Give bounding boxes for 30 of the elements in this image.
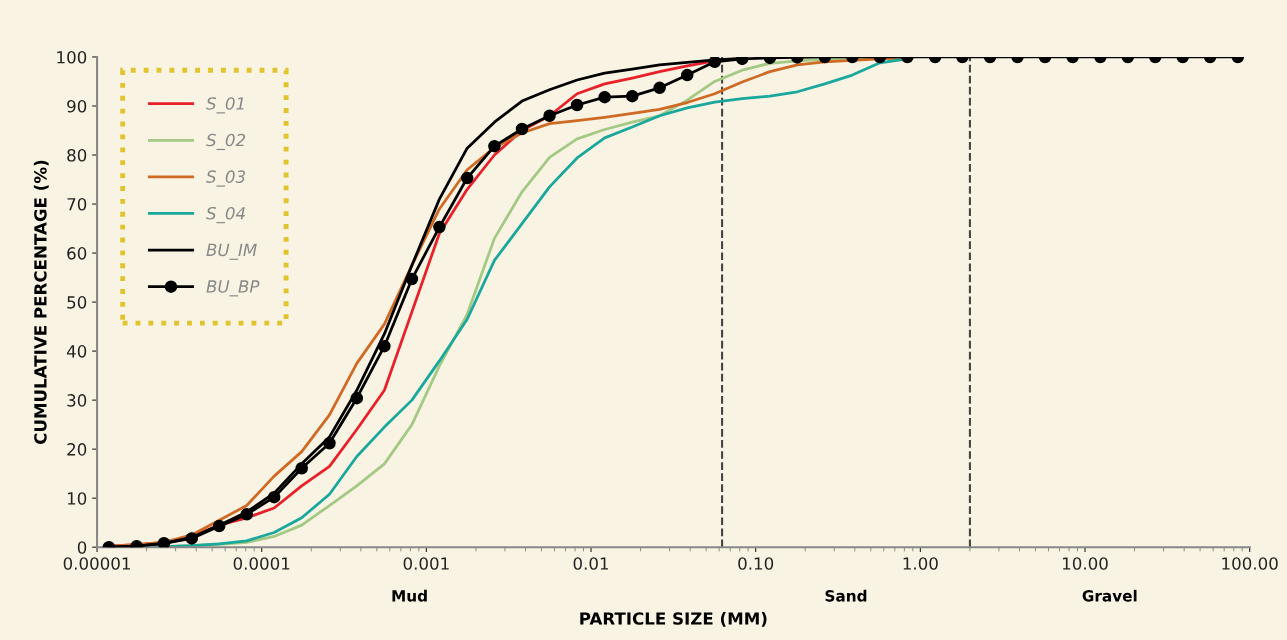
y-tick-label: 90 [67,99,87,113]
y-tick-label: 40 [66,345,87,358]
x-tick-label: 100.00 [1222,557,1278,570]
x-tick-label: 1.00 [903,557,938,570]
x-tick-label: 0.001 [403,557,449,570]
x-tick-label: 10.00 [1062,557,1108,570]
y-tick-label: 50 [67,296,87,309]
legend-label: BU_IM [206,243,257,260]
legend-label: S_03 [206,170,246,187]
text: Gravel [1082,589,1137,602]
x-tick-label: 0.10 [738,557,774,570]
y-tick-label: 60 [67,247,87,260]
text: Sand [825,589,867,602]
y-tick-label: 0 [77,541,87,554]
y-tick-label: 70 [67,197,87,211]
legend-label: BU_BP [206,280,260,297]
y-tick-label: 20 [67,443,87,456]
legend-label: S_02 [206,133,246,151]
text: Mud [392,589,427,602]
y-tick-label: 80 [67,148,87,162]
x-axis-title: PARTICLE SIZE (MM) [580,611,767,627]
legend-label: S_01 [206,97,244,114]
x-tick-label: 0.0001 [233,557,290,570]
y-axis-title: CUMULATIVE PERCENTAGE (%) [33,160,49,445]
y-tick-label: 30 [67,394,87,407]
y-tick-label: 100 [57,50,87,64]
y-tick-label: 10 [67,492,87,505]
x-tick-label: 0.01 [573,557,609,570]
x-tick-label: 0.00001 [63,557,130,570]
legend-label: S_04 [206,206,245,224]
